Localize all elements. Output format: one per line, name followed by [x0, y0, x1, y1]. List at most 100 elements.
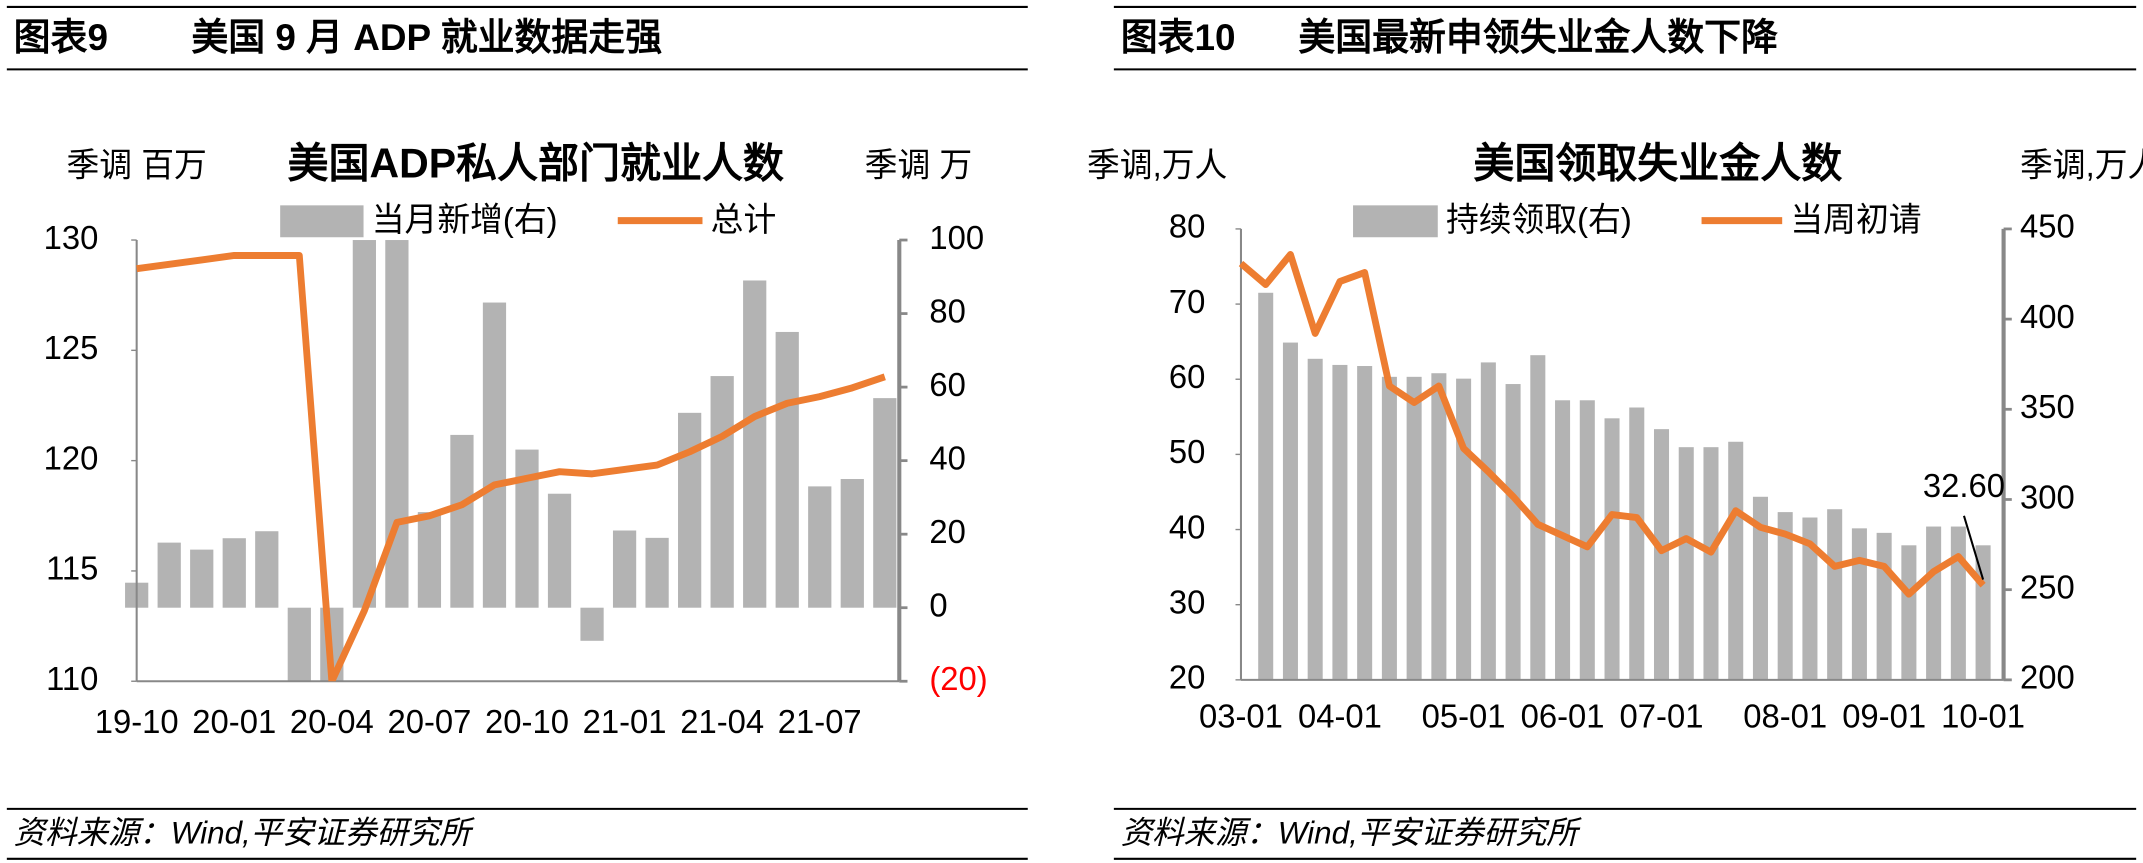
y-tick-label: 130 [44, 220, 99, 257]
data-label: 32.60 [1923, 468, 2005, 505]
bar [645, 537, 669, 608]
y2-tick-label: 200 [2020, 659, 2075, 696]
bar [1629, 407, 1645, 680]
y2-tick-label: 20 [929, 514, 965, 551]
legend-label: 持续领取(右) [1446, 202, 1632, 239]
x-tick-label: 20-01 [192, 704, 276, 741]
figure-label: 图表9 [14, 16, 108, 58]
bar [1678, 447, 1694, 680]
legend-label: 当月新增(右) [372, 202, 558, 239]
bar [710, 376, 734, 608]
y2-axis-label: 季调,万人 [2020, 147, 2143, 184]
bar [157, 542, 181, 608]
x-tick-label: 21-07 [778, 704, 862, 741]
y2-tick-label: 450 [2020, 209, 2075, 246]
y-axis-label: 季调,万人 [1087, 147, 1227, 184]
bar [1653, 429, 1670, 680]
bar [482, 302, 507, 608]
bar [1555, 400, 1571, 680]
source: 资料来源：Wind,平安证券研究所 [14, 814, 475, 850]
bar [1604, 418, 1620, 680]
chart-title: 美国ADP私人部门就业人数 [288, 140, 785, 186]
bar [775, 331, 799, 608]
bar [1357, 366, 1373, 680]
bar [222, 538, 246, 608]
bar [1752, 496, 1768, 680]
x-tick-label: 20-07 [387, 704, 471, 741]
bar [255, 531, 279, 608]
y-tick-label: 60 [1169, 359, 1205, 396]
x-tick-label: 04-01 [1298, 698, 1382, 735]
x-tick-label: 05-01 [1422, 698, 1506, 735]
y2-tick-label: 60 [929, 367, 965, 404]
chart-title: 美国领取失业金人数 [1473, 140, 1843, 186]
y-axis-label: 季调 百万 [67, 147, 207, 184]
bar [1530, 355, 1546, 680]
bar [1703, 447, 1719, 680]
y2-tick-label: 350 [2020, 389, 2075, 426]
y2-tick-label: 100 [929, 220, 984, 257]
y2-tick-label: 40 [929, 440, 965, 477]
bar [1480, 362, 1496, 680]
y-tick-label: 40 [1169, 509, 1205, 546]
bar [1728, 441, 1744, 680]
x-tick-label: 20-10 [485, 704, 569, 741]
bar [1332, 364, 1348, 680]
bar [1456, 378, 1472, 680]
y2-tick-label: 400 [2020, 299, 2075, 336]
bar [547, 493, 572, 608]
bar [1827, 509, 1843, 680]
bar [1381, 376, 1397, 680]
y2-tick-label: (20) [929, 661, 987, 698]
bar [1258, 292, 1274, 680]
bar [450, 434, 474, 608]
bar [1777, 512, 1793, 680]
bar [808, 486, 832, 608]
y-tick-label: 80 [1169, 209, 1205, 246]
bar [873, 398, 897, 608]
y-tick-label: 20 [1169, 659, 1205, 696]
y2-tick-label: 300 [2020, 479, 2075, 516]
y-tick-label: 125 [44, 330, 99, 367]
y2-tick-label: 0 [929, 587, 947, 624]
bar [1431, 373, 1447, 680]
x-tick-label: 10-01 [1941, 698, 2025, 735]
bar [190, 549, 214, 608]
bar [678, 412, 702, 608]
figure-label: 图表10 [1121, 16, 1236, 58]
line [1238, 251, 1986, 598]
bar [1950, 526, 1966, 680]
bar [743, 280, 767, 608]
y2-axis-label: 季调 万 [865, 147, 973, 184]
x-tick-label: 07-01 [1620, 698, 1704, 735]
bar [417, 512, 442, 608]
bar [580, 607, 604, 641]
x-tick-label: 21-04 [680, 704, 764, 741]
x-tick-label: 09-01 [1842, 698, 1926, 735]
bar [1876, 532, 1892, 680]
y-tick-label: 115 [46, 551, 98, 588]
bar [1901, 545, 1917, 680]
y-tick-label: 110 [46, 661, 98, 698]
legend-swatch [280, 205, 364, 238]
y-tick-label: 30 [1169, 584, 1205, 621]
leader-line [1962, 515, 1985, 580]
bar [1802, 517, 1818, 680]
y-tick-label: 50 [1169, 434, 1205, 471]
bar [1926, 526, 1942, 680]
x-tick-label: 19-10 [95, 704, 179, 741]
x-tick-label: 21-01 [583, 704, 667, 741]
bar [515, 449, 539, 608]
y-tick-label: 120 [44, 440, 99, 477]
bar [1505, 384, 1521, 680]
line [136, 252, 886, 682]
x-tick-label: 03-01 [1199, 698, 1283, 735]
bar [612, 530, 637, 608]
bar [840, 479, 864, 608]
bar [1851, 528, 1867, 680]
y-tick-label: 70 [1169, 284, 1205, 321]
x-tick-label: 06-01 [1521, 698, 1605, 735]
bar [1406, 376, 1422, 680]
bar [1307, 358, 1323, 680]
